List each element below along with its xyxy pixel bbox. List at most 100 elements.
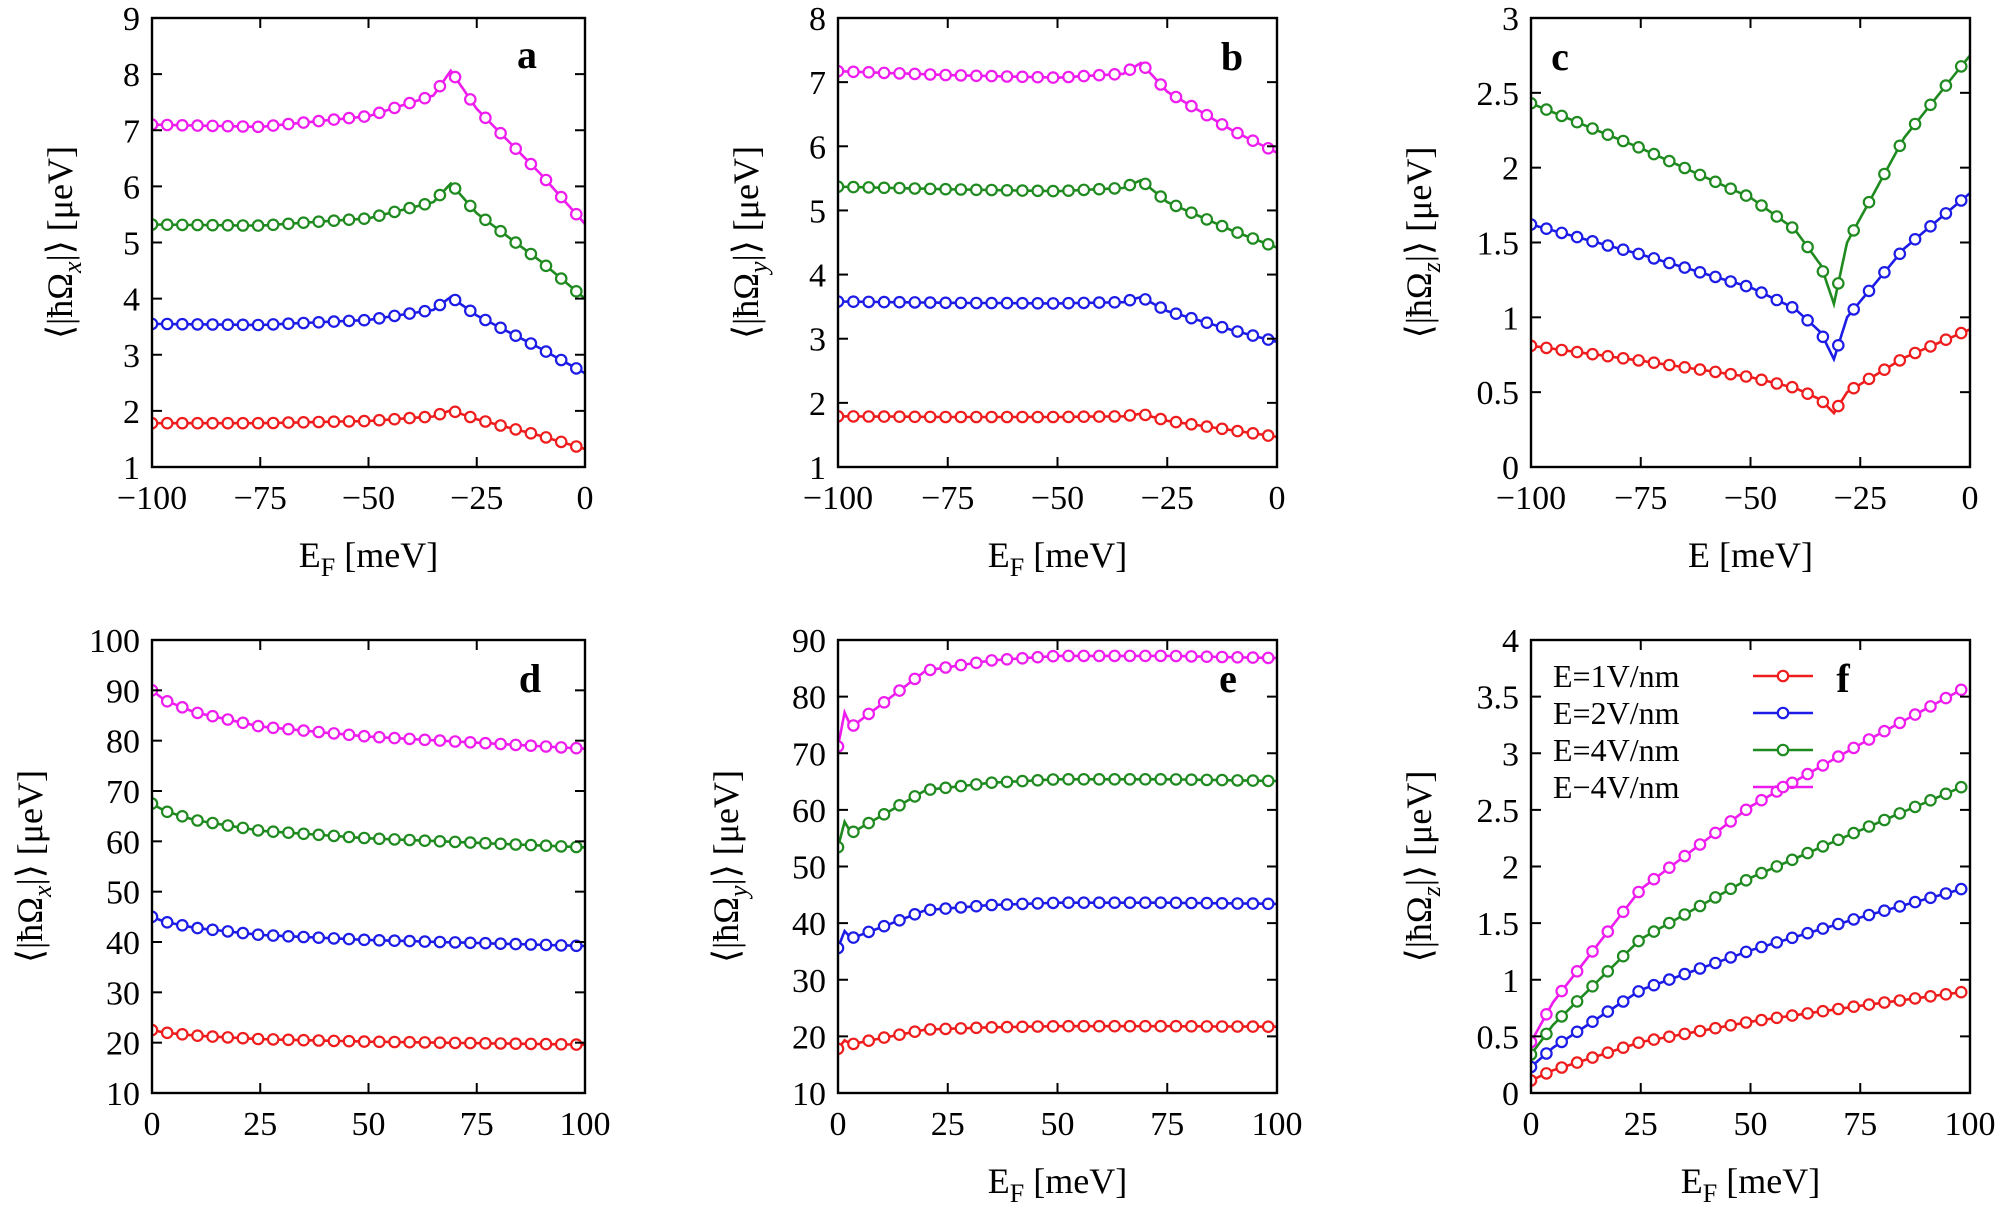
- y-tick-label: 50: [106, 875, 140, 912]
- data-point: [509, 738, 522, 752]
- data-point: [1215, 650, 1229, 664]
- data-point: [266, 119, 280, 132]
- data-point: [1801, 240, 1814, 254]
- data-point: [221, 416, 235, 430]
- y-tick-label: 1: [809, 450, 826, 487]
- data-point: [1016, 651, 1029, 665]
- data-point: [554, 435, 568, 449]
- data-point: [221, 219, 235, 232]
- legend-label: E−4V/nm: [1553, 769, 1680, 805]
- data-point: [448, 70, 462, 84]
- data-point: [1215, 219, 1229, 233]
- data-point: [282, 117, 295, 131]
- data-point: [569, 284, 583, 298]
- data-point: [1046, 297, 1060, 310]
- data-point: [1154, 772, 1167, 786]
- x-label-unit: [meV]: [1024, 535, 1127, 575]
- data-point: [1215, 118, 1229, 131]
- data-point: [1154, 412, 1167, 426]
- data-point: [554, 272, 568, 285]
- data-point: [969, 183, 983, 197]
- data-point: [160, 218, 174, 231]
- data-point: [509, 142, 522, 155]
- data-point: [1169, 896, 1183, 910]
- series-blue: [838, 896, 1277, 955]
- data-point: [1062, 184, 1075, 197]
- data-point: [1862, 372, 1876, 386]
- data-point: [1632, 985, 1645, 998]
- y-tick-label: 90: [792, 623, 826, 660]
- data-point: [1954, 194, 1968, 207]
- data-point: [1616, 949, 1630, 963]
- data-point: [1616, 995, 1630, 1008]
- x-tick-label: −100: [1496, 480, 1566, 517]
- x-tick-label: 100: [1945, 1106, 1996, 1143]
- series-magenta: [152, 68, 585, 225]
- data-point: [1016, 296, 1029, 310]
- data-point: [160, 317, 174, 331]
- data-point: [342, 314, 356, 328]
- data-point: [1601, 925, 1615, 938]
- data-point: [524, 157, 538, 171]
- legend: E=1V/nmE=2V/nmE=4V/nmE−4V/nm: [1553, 658, 1813, 805]
- data-point: [985, 776, 998, 789]
- data-point: [433, 935, 447, 949]
- data-point: [847, 180, 860, 194]
- data-point: [206, 318, 219, 331]
- data-point: [1570, 115, 1584, 129]
- data-point: [1616, 351, 1630, 365]
- data-point: [1878, 724, 1891, 738]
- data-point: [1663, 861, 1676, 874]
- data-point: [1663, 358, 1676, 372]
- x-tick-label: −50: [1724, 480, 1777, 517]
- data-point: [1601, 1005, 1615, 1018]
- data-point: [1709, 1021, 1722, 1035]
- data-point: [1062, 649, 1075, 663]
- data-point: [1092, 410, 1106, 423]
- panel-f: 0 25 50 75 100 0 0.5 1 1.5 2 2.5 3 3.5 4 ⟨|ħΩz|⟩ [μeV]…: [1399, 623, 1996, 1208]
- data-point: [1077, 772, 1091, 786]
- series-magenta: [838, 61, 1277, 155]
- data-point: [862, 295, 875, 309]
- data-point: [1123, 896, 1137, 909]
- data-point: [221, 318, 235, 331]
- x-label-main: E: [988, 1161, 1010, 1201]
- data-point: [297, 724, 310, 737]
- data-point: [1261, 238, 1275, 251]
- data-point: [1215, 320, 1229, 334]
- data-point: [1077, 896, 1091, 909]
- data-point: [908, 1025, 922, 1038]
- data-point: [206, 119, 219, 133]
- data-point: [160, 694, 174, 708]
- data-point: [1570, 995, 1584, 1008]
- data-point: [176, 700, 189, 714]
- data-point: [539, 839, 553, 852]
- data-point: [1739, 1016, 1753, 1029]
- data-point: [1709, 365, 1722, 379]
- data-point: [985, 69, 998, 83]
- data-point: [1139, 177, 1152, 191]
- y-label-close: |⟩ [μeV]: [1399, 771, 1439, 887]
- data-point: [509, 423, 522, 436]
- data-point: [479, 936, 492, 950]
- data-point: [1586, 235, 1599, 248]
- data-point: [282, 217, 295, 231]
- data-point: [327, 214, 341, 227]
- data-point: [251, 416, 265, 430]
- data-point: [297, 116, 310, 129]
- data-point: [1893, 994, 1907, 1007]
- data-point: [1139, 293, 1152, 306]
- panel-letter: a: [517, 32, 537, 77]
- y-tick-label: 0.5: [1477, 1019, 1520, 1056]
- data-point: [1016, 410, 1029, 424]
- y-tick-label: 40: [792, 906, 826, 943]
- data-point: [877, 695, 891, 709]
- panel-letter: b: [1221, 34, 1243, 79]
- data-point: [1693, 1024, 1707, 1038]
- data-point: [524, 938, 538, 951]
- data-point: [1770, 860, 1784, 873]
- data-point: [1200, 213, 1214, 226]
- data-point: [1000, 410, 1014, 424]
- data-point: [251, 219, 265, 232]
- data-point: [403, 732, 416, 746]
